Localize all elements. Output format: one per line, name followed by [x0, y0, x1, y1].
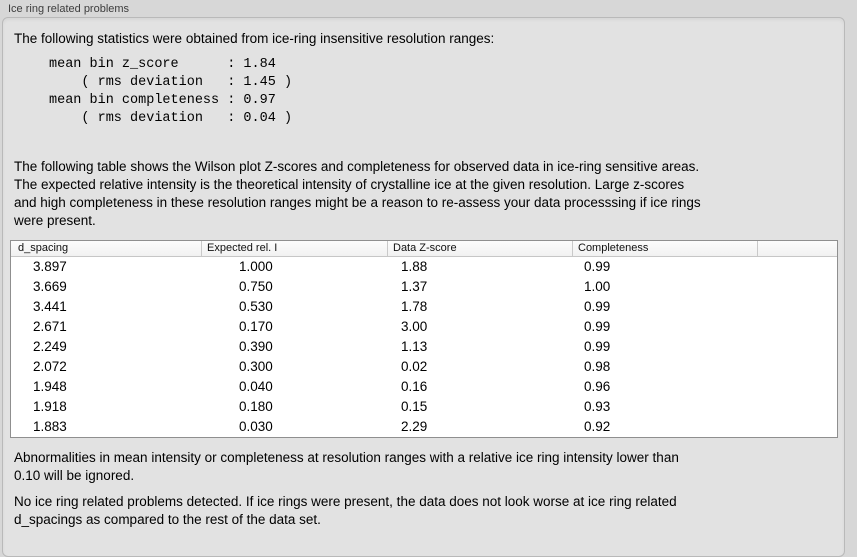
table-cell: 1.37: [401, 279, 428, 294]
table-cell: 0.300: [239, 359, 273, 374]
table-cell-filler: [758, 357, 837, 377]
table-cell: 0.16: [401, 379, 428, 394]
column-header-filler: [758, 241, 837, 256]
table-cell: 0.96: [584, 379, 611, 394]
ice-ring-table: d_spacing Expected rel. I Data Z-score C…: [10, 240, 838, 438]
table-row[interactable]: 3.441 0.530 1.78 0.99: [11, 297, 837, 317]
table-cell: 3.441: [33, 299, 67, 314]
table-row[interactable]: 1.883 0.030 2.29 0.92: [11, 417, 837, 437]
table-cell: 3.897: [33, 259, 67, 274]
table-row[interactable]: 2.249 0.390 1.13 0.99: [11, 337, 837, 357]
table-cell: 0.02: [401, 359, 428, 374]
table-cell: 3.00: [401, 319, 428, 334]
conclusion-text: No ice ring related problems detected. I…: [14, 494, 677, 527]
stats-block: mean bin z_score : 1.84 ( rms deviation …: [49, 57, 293, 126]
table-cell-filler: [758, 337, 837, 357]
table-cell-filler: [758, 417, 837, 437]
table-header-row: d_spacing Expected rel. I Data Z-score C…: [11, 241, 837, 257]
column-header-expected-rel-i: Expected rel. I: [202, 241, 388, 256]
table-cell: 1.000: [239, 259, 273, 274]
table-cell-filler: [758, 377, 837, 397]
table-cell: 2.249: [33, 339, 67, 354]
table-cell: 1.918: [33, 399, 67, 414]
table-row[interactable]: 3.669 0.750 1.37 1.00: [11, 277, 837, 297]
table-cell: 2.29: [401, 419, 428, 434]
table-cell: 0.92: [584, 419, 611, 434]
table-cell: 0.530: [239, 299, 273, 314]
table-cell-filler: [758, 317, 837, 337]
table-cell-filler: [758, 257, 837, 277]
ice-table-body: 3.897 1.000 1.88 0.99 3.669 0.750 1.37 1.00 3.44…: [11, 257, 837, 437]
table-cell: 0.040: [239, 379, 273, 394]
table-cell: 1.883: [33, 419, 67, 434]
table-cell: 0.93: [584, 399, 611, 414]
group-box-title: Ice ring related problems: [8, 3, 130, 15]
table-cell: 0.99: [584, 319, 611, 334]
table-cell: 0.98: [584, 359, 611, 374]
table-cell: 2.072: [33, 359, 67, 374]
ice-ring-report-window: { "window": { "group_title": "Ice ring r…: [2, 3, 845, 557]
table-row[interactable]: 2.072 0.300 0.02 0.98: [11, 357, 837, 377]
table-cell: 0.99: [584, 299, 611, 314]
table-row[interactable]: 3.897 1.000 1.88 0.99: [11, 257, 837, 277]
table-description-text: The following table shows the Wilson plo…: [14, 159, 701, 228]
intro-text: The following statistics were obtained f…: [14, 31, 495, 46]
table-cell: 1.948: [33, 379, 67, 394]
table-cell: 1.13: [401, 339, 428, 354]
table-cell: 0.99: [584, 339, 611, 354]
table-cell-filler: [758, 277, 837, 297]
ignore-note-text: Abnormalities in mean intensity or compl…: [14, 450, 679, 483]
table-cell: 2.671: [33, 319, 67, 334]
column-header-data-z-score: Data Z-score: [388, 241, 573, 256]
table-cell: 1.88: [401, 259, 428, 274]
table-cell: 3.669: [33, 279, 67, 294]
table-row[interactable]: 2.671 0.170 3.00 0.99: [11, 317, 837, 337]
table-cell: 0.750: [239, 279, 273, 294]
table-row[interactable]: 1.948 0.040 0.16 0.96: [11, 377, 837, 397]
table-cell: 0.170: [239, 319, 273, 334]
table-cell: 0.030: [239, 419, 273, 434]
column-header-d-spacing: d_spacing: [11, 241, 202, 256]
table-cell-filler: [758, 297, 837, 317]
table-cell: 0.180: [239, 399, 273, 414]
table-cell-filler: [758, 397, 837, 417]
table-cell: 1.78: [401, 299, 428, 314]
table-cell: 0.99: [584, 259, 611, 274]
table-cell: 1.00: [584, 279, 611, 294]
ice-ring-panel: The following statistics were obtained f…: [2, 17, 845, 557]
table-row[interactable]: 1.918 0.180 0.15 0.93: [11, 397, 837, 417]
table-cell: 0.390: [239, 339, 273, 354]
column-header-completeness: Completeness: [573, 241, 758, 256]
table-cell: 0.15: [401, 399, 428, 414]
